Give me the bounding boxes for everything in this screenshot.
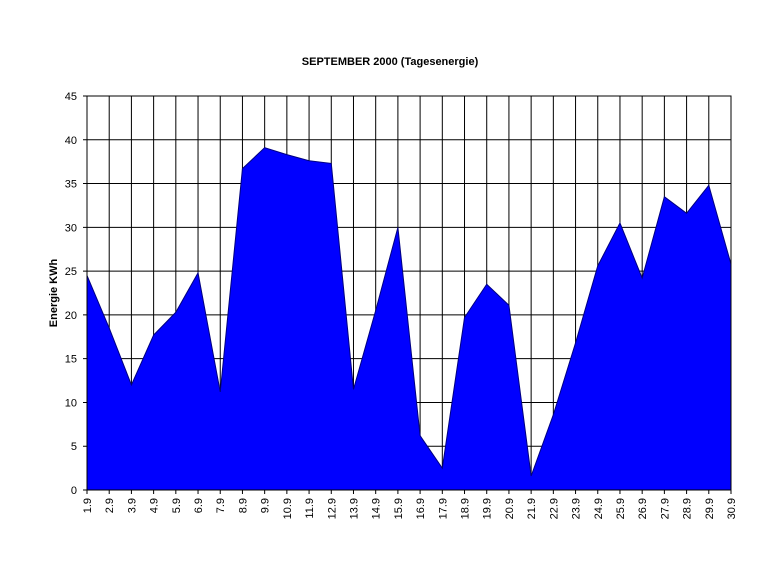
x-tick-label: 7.9 — [215, 498, 227, 513]
x-tick-label: 15.9 — [393, 498, 405, 519]
y-tick-label: 35 — [65, 179, 77, 191]
x-tick-label: 16.9 — [415, 498, 427, 519]
x-tick-label: 3.9 — [126, 498, 138, 513]
y-tick-label: 30 — [65, 222, 77, 234]
x-tick-label: 14.9 — [371, 498, 383, 519]
x-tick-label: 29.9 — [704, 498, 716, 519]
y-tick-label: 0 — [71, 485, 77, 497]
x-tick-label: 27.9 — [659, 498, 671, 519]
x-tick-label: 24.9 — [593, 498, 605, 519]
y-tick-label: 45 — [65, 91, 77, 103]
x-tick-label: 23.9 — [571, 498, 583, 519]
x-tick-label: 26.9 — [637, 498, 649, 519]
y-tick-label: 20 — [65, 310, 77, 322]
x-tick-label: 6.9 — [193, 498, 205, 513]
x-tick-label: 18.9 — [460, 498, 472, 519]
x-tick-label: 5.9 — [171, 498, 183, 513]
x-tick-label: 19.9 — [482, 498, 494, 519]
x-tick-label: 9.9 — [260, 498, 272, 513]
x-tick-label: 17.9 — [437, 498, 449, 519]
x-tick-label: 30.9 — [726, 498, 738, 519]
x-tick-label: 13.9 — [348, 498, 360, 519]
x-tick-label: 21.9 — [526, 498, 538, 519]
x-tick-label: 25.9 — [615, 498, 627, 519]
x-tick-label: 12.9 — [326, 498, 338, 519]
y-axis-label: Energie KWh — [48, 258, 60, 327]
y-tick-label: 10 — [65, 397, 77, 409]
x-tick-label: 11.9 — [304, 498, 316, 519]
area — [86, 147, 732, 491]
x-tick-label: 22.9 — [548, 498, 560, 519]
chart-title: SEPTEMBER 2000 (Tagesenergie) — [302, 56, 479, 68]
y-tick-label: 15 — [65, 354, 77, 366]
x-tick-label: 10.9 — [282, 498, 294, 519]
x-tick-label: 1.9 — [82, 498, 94, 513]
plot-frame — [86, 95, 732, 491]
y-tick-label: 5 — [71, 441, 77, 453]
x-tick-label: 4.9 — [149, 498, 161, 513]
x-tick-label: 20.9 — [504, 498, 516, 519]
x-tick-label: 28.9 — [682, 498, 694, 519]
y-tick-label: 25 — [65, 266, 77, 278]
x-tick-label: 8.9 — [237, 498, 249, 513]
y-tick-label: 40 — [65, 135, 77, 147]
x-tick-label: 2.9 — [104, 498, 116, 513]
